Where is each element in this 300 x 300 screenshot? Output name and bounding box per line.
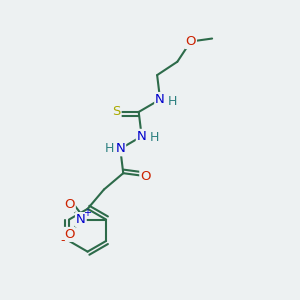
Text: N: N [76, 213, 86, 226]
Text: H: H [149, 131, 159, 144]
Text: O: O [64, 228, 75, 241]
Text: N: N [155, 93, 165, 106]
Text: H: H [168, 95, 177, 108]
Text: H: H [104, 142, 114, 155]
Text: +: + [83, 208, 92, 218]
Text: -: - [61, 235, 65, 248]
Text: N: N [116, 142, 125, 155]
Text: O: O [185, 35, 196, 48]
Text: S: S [112, 106, 121, 118]
Text: O: O [64, 198, 75, 211]
Text: O: O [140, 170, 151, 183]
Text: N: N [137, 130, 147, 143]
